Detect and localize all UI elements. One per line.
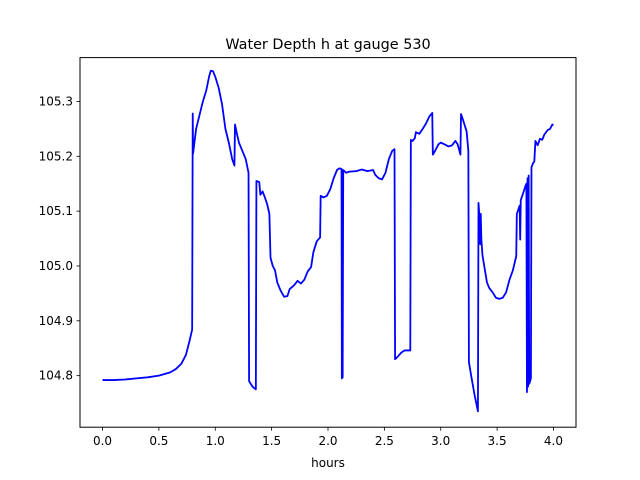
- x-tick-label: 3.5: [488, 434, 507, 448]
- x-axis-ticks: 0.0 0.5 1.0 1.5 2.0 2.5 3.0 3.5 4.0: [93, 427, 563, 448]
- chart-title: Water Depth h at gauge 530: [225, 37, 430, 53]
- x-tick-label: 1.5: [262, 434, 281, 448]
- x-tick-label: 4.0: [544, 434, 563, 448]
- x-tick-label: 3.0: [431, 434, 450, 448]
- y-tick-label: 105.2: [39, 149, 73, 163]
- y-tick-label: 105.0: [39, 259, 73, 273]
- plot-frame: [79, 57, 577, 428]
- y-tick-label: 105.3: [39, 94, 73, 108]
- x-tick-label: 0.5: [149, 434, 168, 448]
- x-tick-label: 1.0: [206, 434, 225, 448]
- y-tick-label: 104.9: [39, 314, 73, 328]
- x-tick-label: 2.5: [375, 434, 394, 448]
- series-line: [102, 69, 554, 413]
- x-tick-label: 2.0: [318, 434, 337, 448]
- plot-area: [102, 69, 554, 413]
- y-tick-label: 105.1: [39, 204, 73, 218]
- y-tick-label: 104.8: [39, 369, 73, 383]
- x-axis-label: hours: [311, 456, 345, 470]
- y-axis-ticks: 104.8 104.9 105.0 105.1 105.2 105.3: [39, 94, 80, 383]
- x-tick-label: 0.0: [93, 434, 112, 448]
